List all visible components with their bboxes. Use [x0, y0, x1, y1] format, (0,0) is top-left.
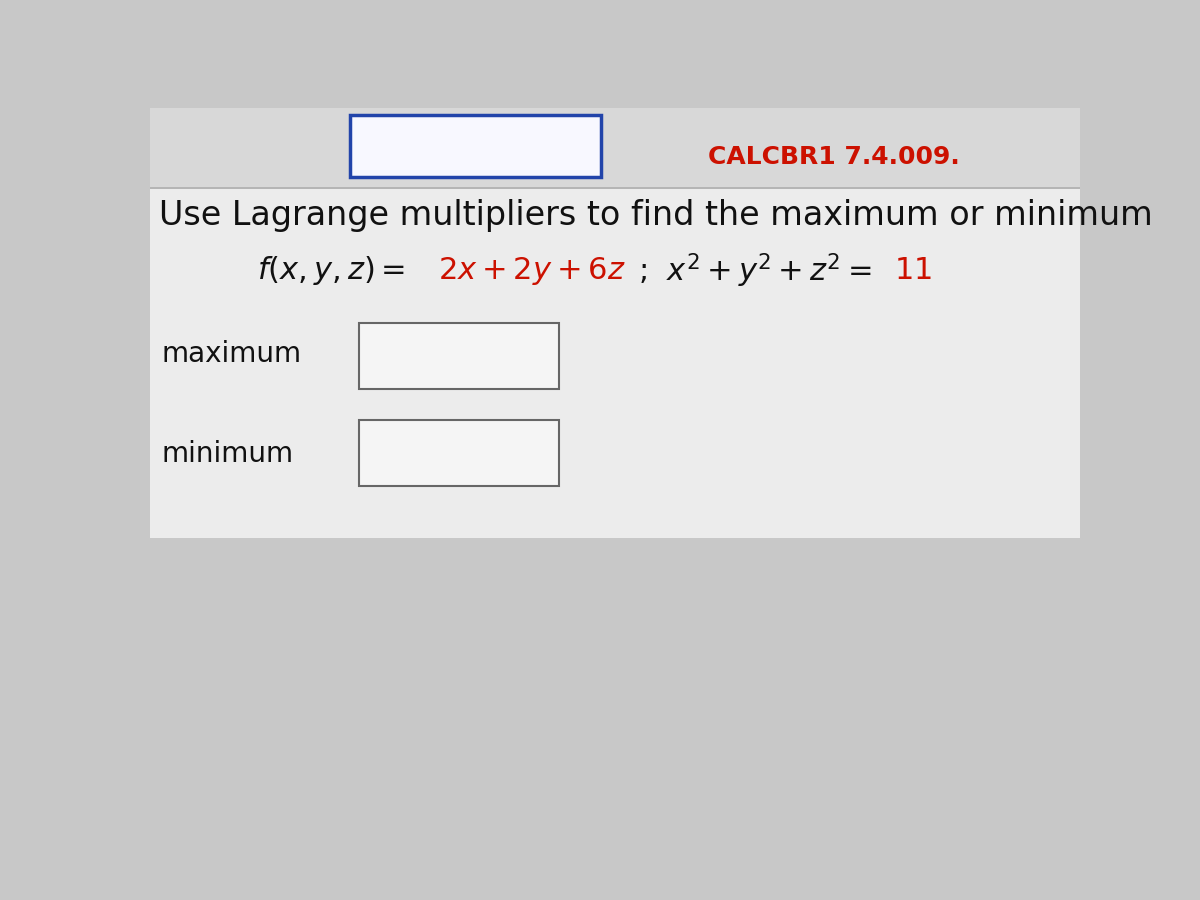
Text: $f(x, y, z) =$: $f(x, y, z) =$	[257, 255, 406, 287]
Text: minimum: minimum	[161, 440, 293, 469]
Bar	[359, 323, 559, 389]
Text: $x^2 + y^2 + z^2 =$: $x^2 + y^2 + z^2 =$	[666, 252, 871, 290]
Bar	[359, 419, 559, 486]
Text: $;$: $;$	[638, 256, 647, 286]
Text: maximum: maximum	[161, 340, 301, 368]
Bar	[350, 115, 601, 177]
Text: $2x + 2y + 6z$: $2x + 2y + 6z$	[438, 255, 626, 287]
Text: $11$: $11$	[894, 256, 932, 286]
Text: CALCBR1 7.4.009.: CALCBR1 7.4.009.	[708, 145, 960, 168]
Bar	[150, 108, 1080, 187]
Text: Use Lagrange multipliers to find the maximum or minimum: Use Lagrange multipliers to find the max…	[160, 199, 1153, 232]
Bar	[150, 187, 1080, 537]
